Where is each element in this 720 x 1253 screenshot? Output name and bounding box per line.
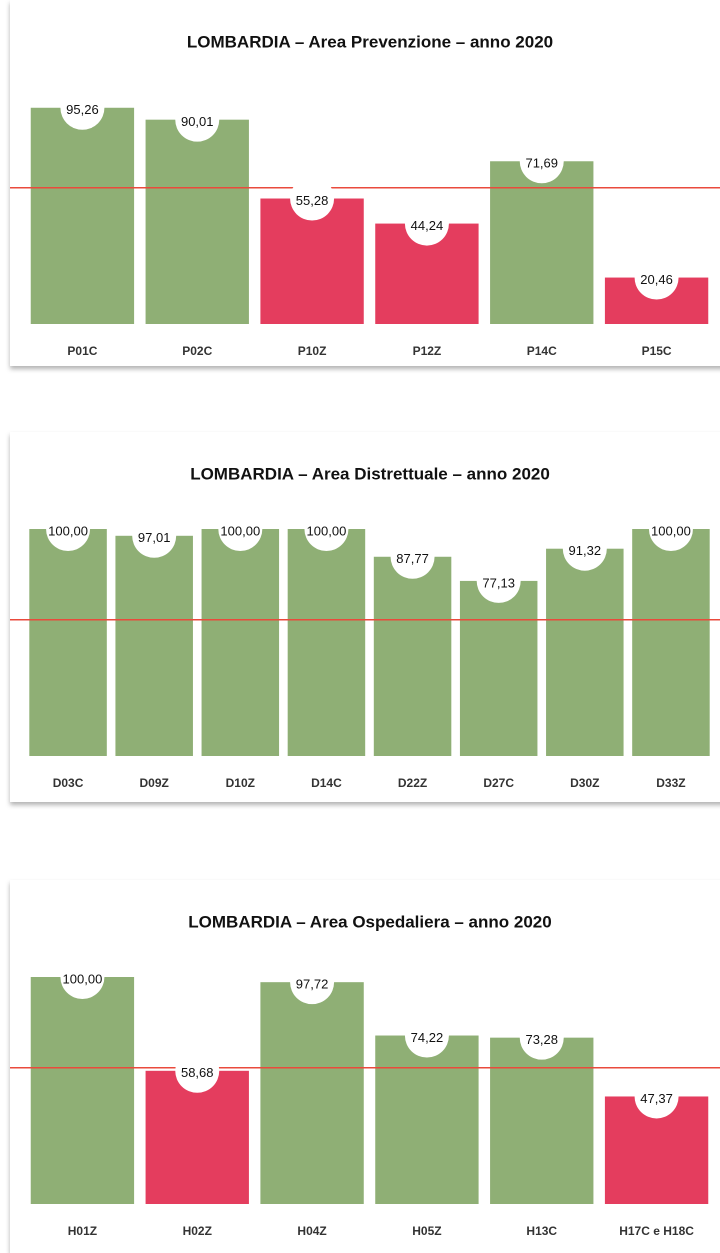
value-label: 97,72 [296, 977, 329, 992]
value-label: 100,00 [220, 523, 260, 538]
x-tick-label: D09Z [140, 776, 169, 790]
value-label-bg [404, 201, 449, 246]
value-label: 100,00 [48, 523, 88, 538]
value-label-bg [390, 534, 435, 579]
bar [546, 548, 624, 756]
value-label: 58,68 [181, 1065, 214, 1080]
value-label-bg [60, 955, 105, 999]
x-tick-label: H04Z [297, 1224, 326, 1238]
value-label: 77,13 [482, 575, 515, 590]
bar [373, 556, 452, 756]
x-tick-label: D22Z [398, 776, 427, 790]
x-tick-label: H01Z [68, 1224, 97, 1238]
bar [145, 1070, 249, 1204]
bar [201, 529, 280, 756]
value-label-bg [290, 176, 335, 221]
value-label-bg [519, 1015, 564, 1060]
bar [490, 161, 594, 324]
x-tick-label: D10Z [226, 776, 255, 790]
value-label-bg [634, 1074, 679, 1119]
value-label-bg [562, 526, 607, 571]
value-label-bg [519, 139, 564, 184]
chart: LOMBARDIA – Area Ospedaliera – anno 2020… [10, 880, 720, 1253]
chart: LOMBARDIA – Area Distrettuale – anno 202… [10, 432, 720, 802]
value-label: 20,46 [640, 272, 673, 287]
bar [115, 535, 193, 756]
value-label-bg [304, 507, 349, 551]
x-tick-label: P01C [67, 344, 97, 358]
value-label: 87,77 [396, 551, 429, 566]
value-label-bg [290, 960, 335, 1005]
value-label: 97,01 [138, 530, 171, 545]
x-tick-label: D33Z [656, 776, 685, 790]
value-label: 91,32 [569, 543, 602, 558]
x-tick-label: D27C [483, 776, 514, 790]
x-tick-label: H05Z [412, 1224, 441, 1238]
chart-title: LOMBARDIA – Area Distrettuale – anno 202… [190, 464, 550, 483]
x-tick-label: H02Z [183, 1224, 212, 1238]
value-label-bg [175, 97, 220, 142]
x-tick-label: H13C [526, 1224, 557, 1238]
x-tick-label: P10Z [298, 344, 327, 358]
value-label: 71,69 [525, 156, 558, 171]
value-label-bg [46, 507, 91, 551]
x-tick-label: D14C [311, 776, 342, 790]
bar [459, 580, 538, 756]
value-label: 100,00 [63, 971, 103, 986]
bar [30, 107, 135, 325]
bar [632, 529, 710, 756]
value-label-bg [404, 1013, 449, 1058]
value-label: 90,01 [181, 114, 214, 129]
value-label: 44,24 [411, 218, 444, 233]
value-label: 73,28 [525, 1032, 558, 1047]
bar [260, 982, 364, 1204]
bar [287, 529, 366, 756]
value-label-bg [175, 1048, 220, 1093]
value-label: 74,22 [411, 1030, 444, 1045]
chart: LOMBARDIA – Area Prevenzione – anno 2020… [10, 0, 720, 366]
x-tick-label: P02C [182, 344, 212, 358]
chart-title: LOMBARDIA – Area Ospedaliera – anno 2020 [188, 912, 551, 931]
value-label: 100,00 [651, 523, 691, 538]
x-tick-label: H17C e H18C [619, 1224, 694, 1238]
bar [145, 119, 249, 324]
bar [375, 1035, 479, 1204]
x-tick-label: P12Z [413, 344, 442, 358]
x-tick-label: D03C [53, 776, 84, 790]
value-label: 55,28 [296, 193, 329, 208]
x-tick-label: P15C [642, 344, 672, 358]
value-label-bg [132, 513, 177, 558]
value-label: 47,37 [640, 1091, 673, 1106]
value-label-bg [648, 507, 693, 551]
x-tick-label: P14C [527, 344, 557, 358]
value-label-bg [476, 558, 521, 603]
value-label-bg [60, 85, 105, 130]
bar [490, 1037, 594, 1204]
x-tick-label: D30Z [570, 776, 599, 790]
value-label: 95,26 [66, 102, 99, 117]
bar [29, 529, 107, 756]
value-label-bg [218, 507, 263, 551]
bar [30, 977, 135, 1204]
chart-title: LOMBARDIA – Area Prevenzione – anno 2020 [187, 32, 553, 51]
value-label: 100,00 [307, 523, 347, 538]
value-label-bg [634, 255, 679, 300]
